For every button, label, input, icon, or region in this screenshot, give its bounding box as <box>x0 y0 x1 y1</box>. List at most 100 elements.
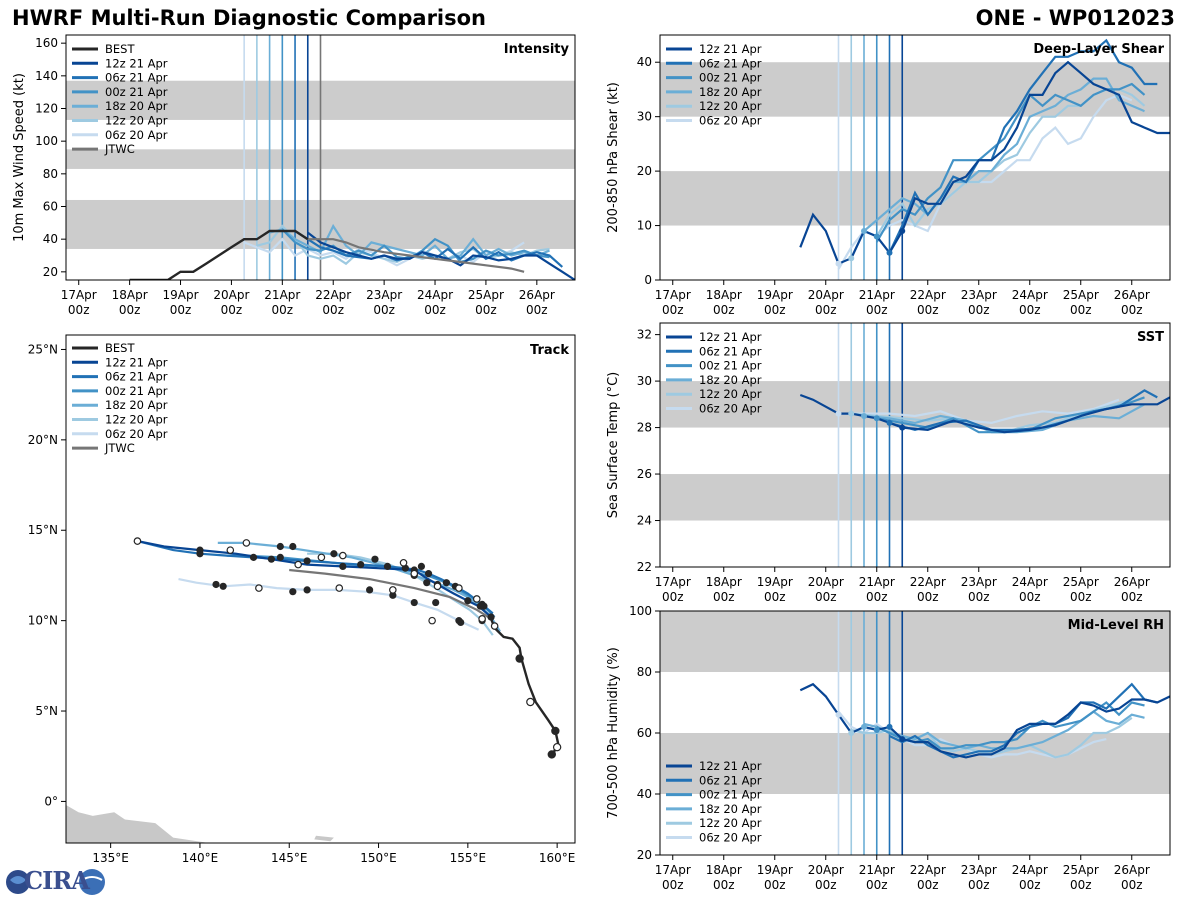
intensity-xtick-day: 23Apr <box>366 288 402 302</box>
track-position-marker <box>366 586 374 594</box>
sst-xtick-day: 24Apr <box>1012 575 1048 589</box>
sst-xtick-day: 23Apr <box>961 575 997 589</box>
sst-xtick-hour: 00z <box>713 590 735 604</box>
rh-xtick-day: 18Apr <box>706 863 742 877</box>
intensity-jtwc-line <box>307 238 525 273</box>
track-position-marker <box>267 555 275 563</box>
shear-init-marker <box>873 233 880 240</box>
shear-series-line <box>901 60 1170 232</box>
track-xtick-label: 145°E <box>271 851 308 865</box>
track-legend-label: 12z 20 Apr <box>105 413 168 427</box>
sst-init-marker <box>873 415 880 422</box>
rh-legend-label: 06z 20 Apr <box>699 831 762 845</box>
rh-xtick-day: 23Apr <box>961 863 997 877</box>
land-island <box>314 835 334 842</box>
sst-xtick-hour: 00z <box>815 590 837 604</box>
sst-xtick-day: 20Apr <box>808 575 844 589</box>
rh-plot-area <box>660 611 1170 855</box>
rh-series-line <box>889 682 1158 759</box>
track-position-marker <box>212 580 220 589</box>
rh-legend-label: 00z 21 Apr <box>699 788 762 802</box>
shear-xtick-hour: 00z <box>764 303 786 317</box>
sst-xtick-hour: 00z <box>917 590 939 604</box>
sst-ytick-label: 28 <box>637 421 652 435</box>
shear-xtick-day: 21Apr <box>859 288 895 302</box>
track-position-marker <box>219 582 227 590</box>
sst-init-marker <box>886 419 893 426</box>
rh-legend-label: 18z 20 Apr <box>699 802 762 816</box>
intensity-xtick-day: 25Apr <box>468 288 504 302</box>
panel-intensity: 2040608010012014016017Apr00z18Apr00z19Ap… <box>12 34 576 317</box>
intensity-ytick-label: 120 <box>35 102 58 116</box>
sst-xtick-day: 21Apr <box>859 575 895 589</box>
intensity-legend-label: 00z 21 Apr <box>105 85 168 99</box>
rh-init-marker <box>835 711 842 718</box>
track-legend-label: 12z 21 Apr <box>105 355 168 369</box>
intensity-plot-area <box>66 35 575 280</box>
track-position-marker-open <box>428 616 436 625</box>
sst-series-line <box>889 389 1158 432</box>
intensity-ytick-label: 20 <box>43 265 58 279</box>
intensity-xtick-hour: 00z <box>68 303 90 317</box>
track-position-marker-open <box>339 551 347 560</box>
shear-ytick-label: 40 <box>637 55 652 69</box>
rh-legend-label: 12z 21 Apr <box>699 759 762 773</box>
sst-init-marker <box>835 410 842 417</box>
best-position-marker <box>526 697 535 707</box>
rh-ytick-label: 40 <box>637 787 652 801</box>
shear-ytick-label: 0 <box>644 273 652 287</box>
sst-xtick-hour: 00z <box>1070 590 1092 604</box>
intensity-series-line <box>307 231 575 280</box>
intensity-frame <box>65 34 576 281</box>
intensity-legend-label: 06z 20 Apr <box>105 128 168 142</box>
track-jtwc-line <box>289 568 492 620</box>
track-position-marker <box>389 591 397 599</box>
track-position-marker-open <box>242 539 251 547</box>
shear-ytick-label: 10 <box>637 219 652 233</box>
shear-init-marker <box>861 228 867 234</box>
shear-init-marker <box>835 260 842 267</box>
intensity-legend-label: JTWC <box>104 142 135 156</box>
intensity-xtick-hour: 00z <box>322 303 344 317</box>
shear-legend-label: 12z 21 Apr <box>699 42 762 56</box>
track-ytick-label: 10°N <box>28 614 58 628</box>
track-position-marker-open <box>317 553 326 562</box>
sst-init-marker <box>848 410 855 417</box>
rh-series-line <box>902 695 1170 759</box>
track-position-marker <box>476 602 484 610</box>
rh-ytick-label: 60 <box>637 726 652 740</box>
shear-init-marker <box>848 255 855 262</box>
shear-ytick-label: 30 <box>637 110 652 124</box>
track-position-marker <box>457 618 465 627</box>
sst-xtick-hour: 00z <box>1121 590 1143 604</box>
track-position-marker <box>196 550 204 558</box>
track-ytick-label: 0° <box>44 794 58 808</box>
track-position-marker <box>289 542 297 551</box>
sst-series-line <box>902 396 1170 434</box>
track-position-marker <box>339 562 347 571</box>
sst-title: SST <box>1137 330 1164 345</box>
panel-shear: 01020304017Apr00z18Apr00z19Apr00z20Apr00… <box>606 34 1171 317</box>
shear-plot-area <box>660 35 1170 280</box>
shear-series-line <box>837 93 1133 270</box>
track-position-marker <box>487 613 495 621</box>
sst-ytick-label: 24 <box>637 514 652 528</box>
shear-xtick-hour: 00z <box>713 303 735 317</box>
track-xtick-label: 150°E <box>360 851 397 865</box>
track-legend-label: 06z 20 Apr <box>105 427 168 441</box>
sst-init-marker <box>899 424 906 431</box>
track-position-marker-open <box>389 586 397 594</box>
track-position-marker <box>289 588 297 596</box>
sst-legend-label: 18z 20 Apr <box>699 373 762 387</box>
rh-legend-label: 06z 21 Apr <box>699 773 762 787</box>
track-position-marker <box>432 598 440 607</box>
rh-xtick-day: 19Apr <box>757 863 793 877</box>
sst-xtick-hour: 00z <box>968 590 990 604</box>
rh-xtick-hour: 00z <box>1070 878 1092 892</box>
track-position-marker <box>276 553 284 561</box>
intensity-xtick-hour: 00z <box>373 303 395 317</box>
track-position-marker <box>303 557 311 565</box>
intensity-xtick-day: 20Apr <box>213 288 249 302</box>
panel-rh: 2040608010017Apr00z18Apr00z19Apr00z20Apr… <box>606 604 1171 892</box>
